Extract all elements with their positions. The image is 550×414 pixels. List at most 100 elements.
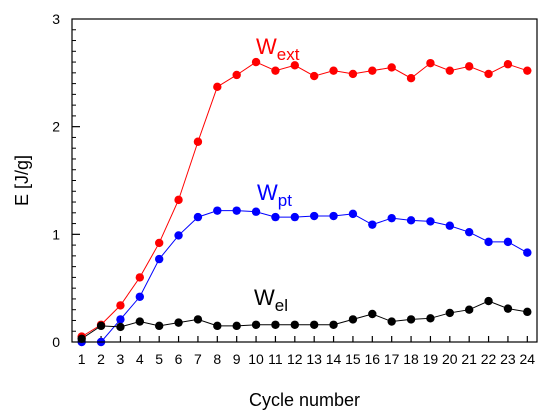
data-point-el bbox=[213, 321, 222, 331]
data-point-ext bbox=[290, 61, 300, 70]
x-axis-title: Cycle number bbox=[249, 390, 360, 410]
data-point-ext bbox=[523, 66, 532, 75]
data-point-el bbox=[193, 315, 203, 324]
data-point-el bbox=[484, 296, 493, 306]
x-tick-label: 4 bbox=[136, 351, 144, 367]
x-tick-label: 6 bbox=[175, 351, 183, 367]
series-points bbox=[77, 57, 532, 347]
data-point-el bbox=[154, 321, 164, 331]
series-lines bbox=[81, 61, 528, 343]
data-point-el bbox=[445, 308, 455, 318]
data-point-el bbox=[309, 320, 319, 329]
data-point-pt bbox=[368, 220, 377, 229]
data-point-ext bbox=[368, 66, 377, 75]
x-tick-label: 1 bbox=[78, 351, 86, 367]
data-point-pt bbox=[348, 209, 358, 219]
data-point-ext bbox=[251, 57, 261, 67]
data-point-ext bbox=[348, 69, 358, 79]
data-point-el bbox=[387, 317, 396, 326]
x-tick-label: 2 bbox=[97, 351, 105, 367]
data-point-pt bbox=[290, 212, 300, 222]
x-tick-label: 9 bbox=[233, 351, 241, 367]
data-point-el bbox=[251, 320, 261, 329]
data-point-ext bbox=[426, 58, 435, 68]
data-point-pt bbox=[271, 212, 280, 222]
data-point-pt bbox=[426, 217, 435, 226]
data-point-el bbox=[135, 317, 145, 326]
data-point-el bbox=[290, 320, 300, 329]
data-point-el bbox=[523, 307, 532, 317]
data-point-ext bbox=[329, 66, 338, 75]
y-tick-label: 2 bbox=[52, 119, 60, 135]
data-point-ext bbox=[309, 71, 319, 81]
data-point-ext bbox=[406, 74, 416, 83]
x-tick-label: 14 bbox=[326, 351, 342, 367]
data-point-pt bbox=[523, 248, 532, 257]
data-point-ext bbox=[213, 82, 222, 92]
series-label-wext-sub: ext bbox=[277, 45, 300, 64]
series-line-pt bbox=[81, 210, 528, 343]
data-point-ext bbox=[232, 70, 241, 80]
series-label-wpt: Wpt bbox=[257, 180, 292, 210]
y-tick-label: 1 bbox=[52, 226, 60, 242]
data-point-pt bbox=[213, 206, 222, 215]
series-label-wel-main: W bbox=[254, 285, 275, 310]
series-label-wext: Wext bbox=[256, 34, 300, 64]
series-line-el bbox=[81, 300, 528, 340]
series-line-ext bbox=[81, 61, 528, 338]
data-point-ext bbox=[193, 137, 203, 146]
data-point-pt bbox=[116, 315, 125, 324]
data-point-el bbox=[174, 318, 183, 327]
x-tick-label: 13 bbox=[306, 351, 322, 367]
x-tick-label: 8 bbox=[213, 351, 221, 367]
data-point-pt bbox=[387, 213, 396, 223]
data-point-pt bbox=[154, 254, 164, 264]
data-point-ext bbox=[484, 69, 493, 79]
x-tick-label: 18 bbox=[403, 351, 419, 367]
x-tick-label: 22 bbox=[481, 351, 497, 367]
x-tick-label: 3 bbox=[117, 351, 125, 367]
data-point-el bbox=[232, 321, 241, 331]
data-point-el bbox=[368, 309, 377, 319]
series-label-wpt-main: W bbox=[257, 180, 278, 205]
data-point-ext bbox=[116, 301, 125, 310]
data-point-ext bbox=[464, 62, 474, 71]
plot-frame bbox=[71, 18, 538, 343]
data-point-el bbox=[406, 315, 416, 324]
x-tick-label: 5 bbox=[155, 351, 163, 367]
data-point-pt bbox=[464, 227, 474, 237]
data-point-pt bbox=[135, 292, 145, 301]
data-point-pt bbox=[406, 216, 416, 225]
x-tick-label: 7 bbox=[194, 351, 202, 367]
x-tick-label: 11 bbox=[268, 351, 283, 367]
y-tick-label: 0 bbox=[52, 334, 60, 350]
data-point-ext bbox=[503, 60, 513, 69]
series-label-wpt-sub: pt bbox=[278, 191, 292, 210]
x-tick-label: 20 bbox=[442, 351, 458, 367]
data-point-el bbox=[426, 314, 435, 323]
x-tick-label: 24 bbox=[520, 351, 536, 367]
data-point-ext bbox=[135, 273, 145, 282]
data-point-pt bbox=[193, 212, 203, 222]
x-tick-label: 10 bbox=[248, 351, 264, 367]
data-point-el bbox=[464, 305, 474, 314]
data-point-el bbox=[348, 315, 358, 324]
series-label-wext-main: W bbox=[256, 34, 277, 59]
data-point-el bbox=[96, 321, 106, 331]
x-tick-label: 15 bbox=[345, 351, 361, 367]
data-point-pt bbox=[445, 221, 455, 230]
data-point-pt bbox=[232, 206, 241, 215]
x-tick-label: 19 bbox=[423, 351, 439, 367]
data-point-ext bbox=[445, 66, 455, 75]
data-point-el bbox=[116, 322, 125, 332]
data-point-ext bbox=[154, 238, 164, 248]
y-axis-title: E [J/g] bbox=[12, 155, 32, 206]
series-label-wel: Wel bbox=[254, 285, 288, 315]
data-point-ext bbox=[387, 63, 396, 72]
data-point-pt bbox=[503, 237, 513, 247]
x-tick-label: 23 bbox=[500, 351, 516, 367]
y-minor-ticks bbox=[72, 29, 76, 332]
series-label-wel-sub: el bbox=[275, 296, 288, 315]
